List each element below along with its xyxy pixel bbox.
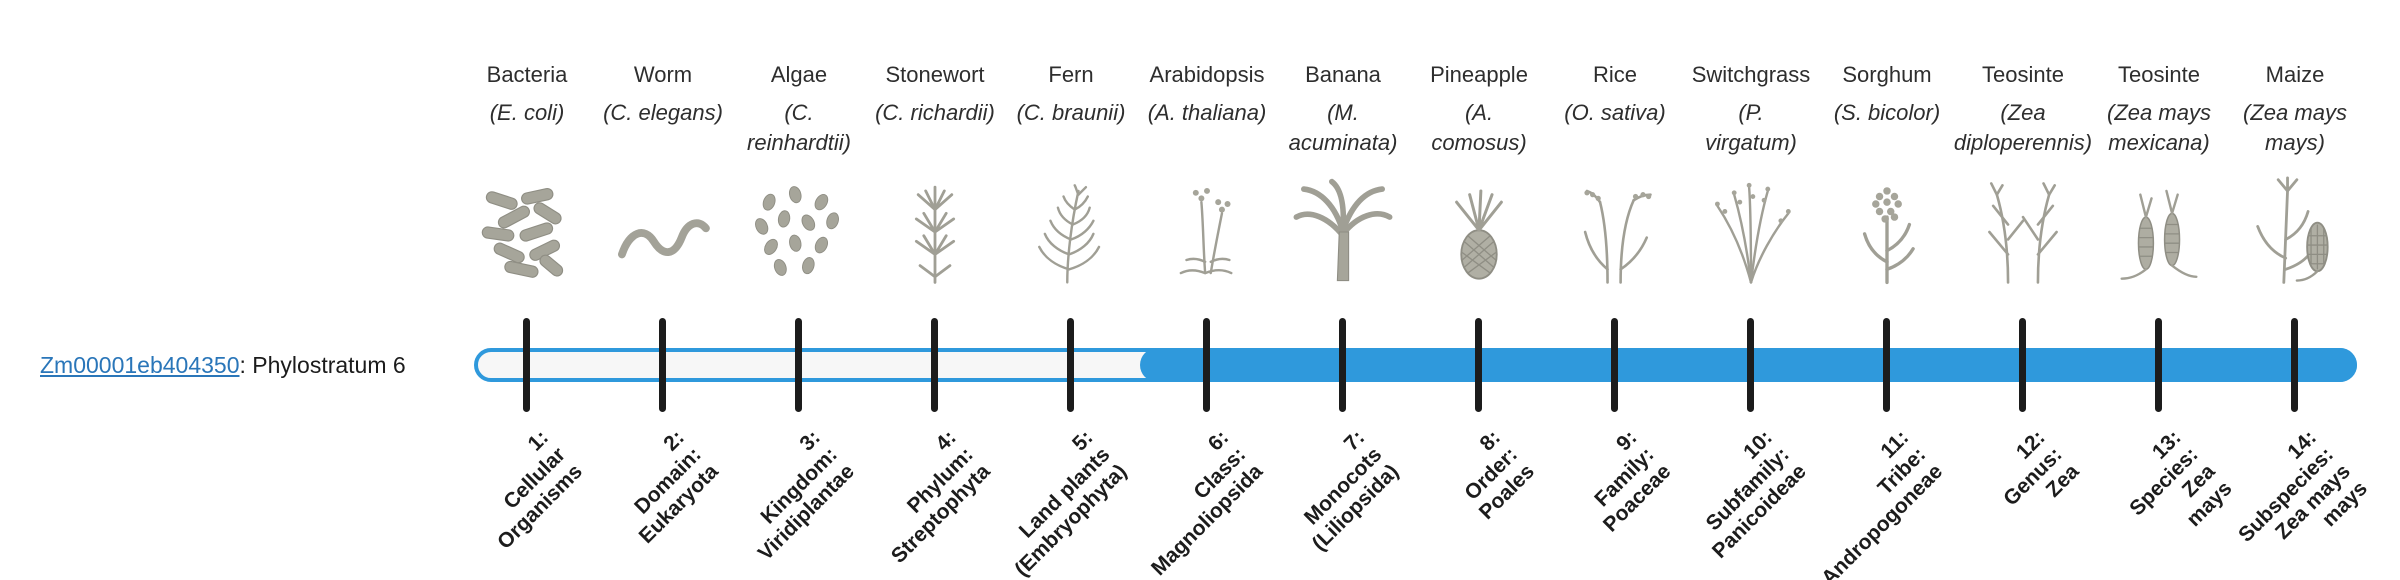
phylostratum-tick-9 [1611,318,1618,412]
organism-column-sorghum: Sorghum (S. bicolor) [1817,62,1957,288]
organism-scientific-name: (A. comosus) [1431,100,1527,155]
organism-scientific-name: (M. acuminata) [1288,100,1398,155]
organism-scientific-name: (S. bicolor) [1833,100,1941,125]
worm-icon [593,168,733,288]
stratum-label-2: 2: Domain: Eukaryota [630,426,724,549]
organism-column-pineapple: Pineapple (A. comosus) [1409,62,1549,288]
arabidopsis-icon [1137,168,1277,288]
organism-scientific-name: (Zea diploperennis) [1953,100,2093,155]
stratum-label-13: 13: Species: Zea mays [2124,426,2237,532]
organism-column-algae: Algae (C. reinhardtii) [729,62,869,288]
organism-name: Sorghum [1842,62,1932,87]
organism-name: Teosinte [1982,62,2064,87]
phylostratum-tick-8 [1475,318,1482,412]
organism-column-teosinte-diploperennis: Teosinte (Zea diploperennis) [1953,62,2093,288]
organism-name: Stonewort [885,62,985,87]
organism-scientific-name: (Zea mays mays) [2243,100,2347,155]
organism-scientific-name: (E. coli) [489,100,565,125]
fern-icon [1001,168,1141,288]
phylostratum-tick-4 [931,318,938,412]
organism-name: Arabidopsis [1149,62,1265,87]
bacteria-icon [457,168,597,288]
switchgrass-icon [1681,168,1821,288]
algae-icon [729,168,869,288]
organism-name: Pineapple [1430,62,1528,87]
organism-name: Maize [2265,62,2325,87]
organism-name: Worm [633,62,693,87]
phylostratum-tick-7 [1339,318,1346,412]
stratum-label-4: 4: Phylum: Streptophyta [887,426,996,568]
phylostratum-tick-11 [1883,318,1890,412]
teosinte-diploperennis-icon [1953,168,2093,288]
stratum-label-5: 5: Land plants (Embryophyta) [1010,426,1132,580]
stratum-label-11: 11: Tribe: Andropogoneae [1817,426,1948,580]
stratum-label-12: 12: Genus: Zea [1998,426,2084,511]
organism-scientific-name: (O. sativa) [1564,100,1666,125]
sorghum-icon [1817,168,1957,288]
organism-scientific-name: (C. braunii) [1016,100,1126,125]
phylostratum-tick-13 [2155,318,2162,412]
phylostratum-tick-2 [659,318,666,412]
stratum-label-1: 1: Cellular Organisms [493,426,588,554]
organism-column-banana: Banana (M. acuminata) [1273,62,1413,288]
organism-column-maize: Maize (Zea mays mays) [2225,62,2365,288]
phylostratum-tick-14 [2291,318,2298,412]
organism-scientific-name: (A. thaliana) [1147,100,1267,125]
phylostratum-tick-6 [1203,318,1210,412]
gene-phylostratum-text: : Phylostratum 6 [239,352,406,378]
phylostratum-tick-12 [2019,318,2026,412]
phylostratum-tick-3 [795,318,802,412]
organism-column-teosinte-mexicana: Teosinte (Zea mays mexicana) [2089,62,2229,288]
teosinte-mexicana-icon [2089,168,2229,288]
organism-name: Switchgrass [1691,62,1811,87]
organism-scientific-name: (C. richardii) [875,100,995,125]
stratum-label-3: 3: Kingdom: Viridiplantae [754,426,860,566]
organism-name: Bacteria [486,62,568,87]
organism-column-stonewort: Stonewort (C. richardii) [865,62,1005,288]
organism-column-rice: Rice (O. sativa) [1545,62,1685,288]
pineapple-icon [1409,168,1549,288]
organism-column-bacteria: Bacteria (E. coli) [457,62,597,288]
organism-column-switchgrass: Switchgrass (P. virgatum) [1681,62,1821,288]
maize-icon [2225,168,2365,288]
stratum-label-9: 9: Family: Poaceae [1589,426,1676,537]
organism-column-worm: Worm (C. elegans) [593,62,733,288]
stratum-label-14: 14: Subspecies: Zea mays mays [2234,426,2373,547]
stratum-label-6: 6: Class: Magnoliopsida [1146,426,1268,580]
organism-column-arabidopsis: Arabidopsis (A. thaliana) [1137,62,1277,288]
organism-name: Algae [770,62,828,87]
gene-label: Zm00001eb404350: Phylostratum 6 [40,352,406,379]
phylostratum-tick-5 [1067,318,1074,412]
organism-scientific-name: (Zea mays mexicana) [2107,100,2211,155]
organism-name: Teosinte [2118,62,2200,87]
gene-id-link[interactable]: Zm00001eb404350 [40,352,240,378]
stratum-label-8: 8: Order: Poales [1460,426,1540,525]
rice-icon [1545,168,1685,288]
organism-scientific-name: (P. virgatum) [1705,100,1797,155]
organism-name: Banana [1305,62,1381,87]
organism-scientific-name: (C. reinhardtii) [747,100,851,155]
organism-name: Fern [1048,62,1094,87]
organism-name: Rice [1592,62,1637,87]
stonewort-icon [865,168,1005,288]
organism-column-fern: Fern (C. braunii) [1001,62,1141,288]
phylostratum-tick-1 [523,318,530,412]
banana-icon [1273,168,1413,288]
phylostratum-tick-10 [1747,318,1754,412]
organism-scientific-name: (C. elegans) [603,100,723,125]
stratum-label-7: 7: Monocots (Liliopsida) [1299,426,1404,556]
